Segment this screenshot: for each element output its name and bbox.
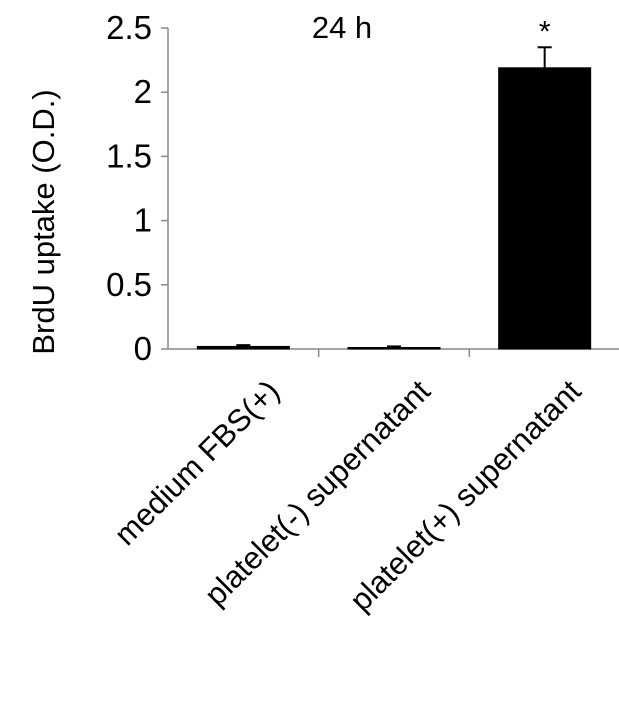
x-axis [168,348,619,357]
y-tick-label: 2.5 [106,9,152,46]
y-tick-label: 2 [134,73,152,110]
bar [347,347,441,350]
bar [498,67,592,350]
y-axis-label: BrdU uptake (O.D.) [26,89,61,354]
y-tick-label: 1.5 [106,137,152,174]
bar [196,345,290,350]
chart-title: 24 h [312,10,372,45]
x-tick-labels: medium FBS(+)platelet(-) supernatantplat… [107,373,587,618]
y-tick-label: 1 [134,202,152,239]
bar-series [196,67,592,350]
y-axis: 0 0.5 1 1.5 2 2.5 [106,9,169,367]
significance-marker: * [539,15,551,48]
y-tick-label: 0 [134,330,152,367]
annotations: * [539,15,551,48]
error-bars [236,46,552,348]
y-tick-label: 0.5 [106,266,152,303]
